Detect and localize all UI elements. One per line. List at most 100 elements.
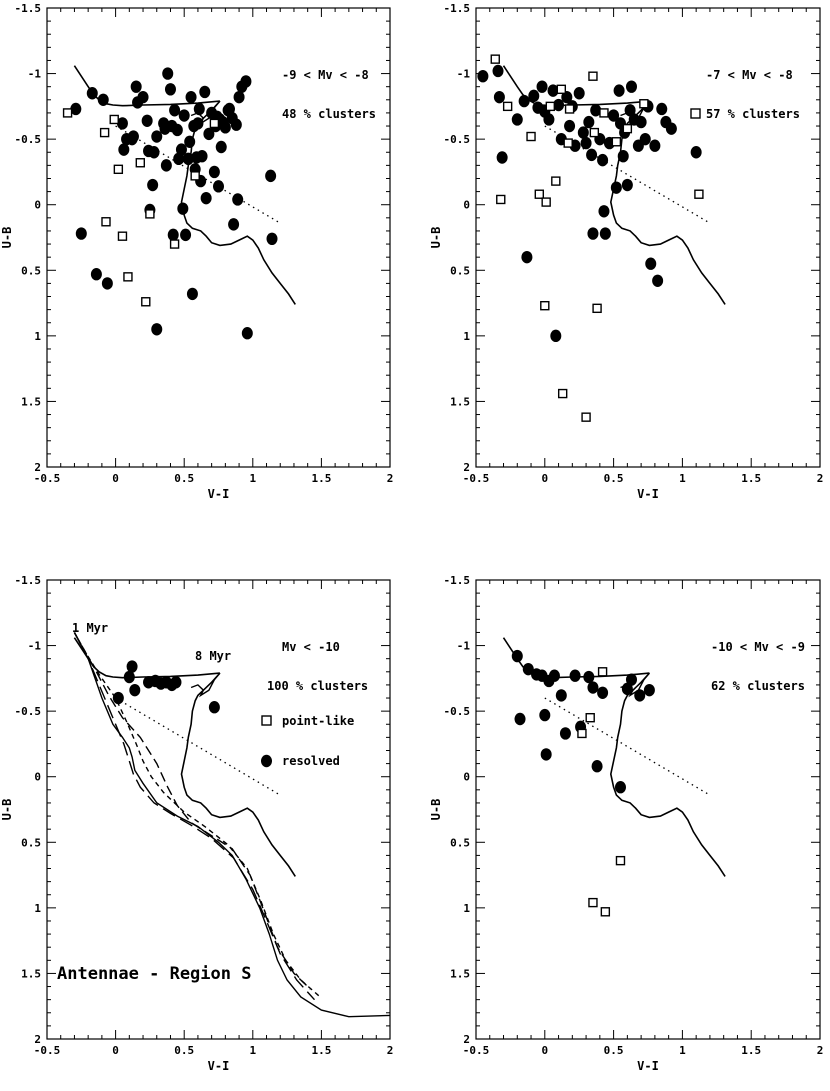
point-like-point	[545, 101, 556, 112]
resolved-point	[90, 268, 102, 281]
resolved-point	[547, 84, 559, 97]
point-like-point	[534, 189, 544, 199]
point-like-point	[141, 297, 151, 307]
resolved-point	[112, 691, 124, 705]
resolved-point	[536, 80, 548, 93]
resolved-point	[70, 102, 82, 116]
y-tick-label: -1.5	[444, 574, 471, 587]
resolved-point	[539, 708, 551, 722]
y-tick-label: 0	[463, 199, 470, 212]
resolved-point	[162, 67, 174, 80]
point-like-point	[496, 194, 506, 205]
resolved-point	[175, 143, 187, 156]
point-like-point	[592, 303, 602, 314]
resolved-point	[123, 670, 135, 684]
resolved-point	[116, 117, 128, 130]
resolved-point	[624, 104, 636, 117]
resolved-point	[635, 115, 647, 129]
y-axis-label: U-B	[429, 227, 443, 249]
point-like-point	[541, 197, 551, 207]
resolved-point	[496, 151, 508, 164]
resolved-point	[141, 114, 153, 127]
point-like-point	[556, 84, 567, 95]
resolved-point	[634, 689, 646, 702]
resolved-point	[621, 178, 633, 192]
resolved-point	[587, 227, 599, 240]
y-tick-label: 0.5	[450, 836, 470, 849]
y-tick-label: -1.5	[15, 2, 42, 15]
point-like-point	[526, 131, 536, 142]
resolved-point	[514, 712, 526, 726]
region-label: Antennae - Region S	[57, 964, 251, 984]
point-like-point	[123, 272, 133, 282]
resolved-point	[511, 113, 523, 126]
point-like-point	[577, 728, 587, 739]
resolved-point	[160, 159, 172, 172]
resolved-point	[625, 80, 637, 93]
resolved-point	[656, 102, 668, 116]
resolved-point	[196, 149, 208, 163]
x-tick-label: 0.5	[174, 1044, 194, 1057]
y-axis-label: U-B	[0, 227, 14, 249]
point-like-point	[694, 189, 704, 199]
y-tick-label: 0	[463, 771, 470, 784]
resolved-point	[580, 136, 592, 150]
cluster-fraction-label: 48 % clusters	[282, 107, 376, 121]
resolved-point	[193, 102, 205, 116]
magnitude-range-label: -10 < Mv < -9	[711, 640, 805, 654]
resolved-point	[129, 683, 141, 697]
resolved-point	[625, 673, 637, 686]
point-like-point	[209, 118, 220, 129]
point-like-point	[109, 114, 119, 125]
resolved-point	[493, 90, 505, 104]
x-tick-label: 0	[541, 472, 548, 485]
x-tick-label: 1	[679, 1044, 686, 1057]
resolved-point	[228, 218, 240, 231]
point-like-point	[588, 71, 598, 81]
y-tick-label: 2	[34, 1033, 41, 1046]
point-like-point	[589, 127, 600, 138]
x-tick-label: 1.5	[741, 472, 761, 485]
point-like-point	[564, 104, 575, 114]
x-tick-label: 0.5	[604, 472, 624, 485]
resolved-point	[610, 181, 622, 194]
y-tick-label: 0.5	[21, 264, 41, 277]
model-track	[190, 672, 221, 698]
point-like-point	[563, 138, 573, 148]
resolved-point	[613, 84, 625, 97]
x-tick-label: 0	[112, 1044, 119, 1057]
point-like-point	[588, 897, 598, 908]
point-like-point	[599, 108, 609, 118]
resolved-point	[182, 152, 194, 166]
x-tick-label: -0.5	[34, 1044, 61, 1057]
x-tick-label: 1	[249, 472, 256, 485]
plot-area	[62, 65, 296, 340]
resolved-point	[148, 146, 160, 159]
y-tick-label: 2	[34, 461, 41, 474]
panel-4: -0.5 0 0.5 1 1.5 2 -1.5 -1 -0.5 0 0.5 1 1.5 2 V-I U-B -1…	[429, 574, 823, 1073]
resolved-point	[186, 287, 198, 301]
x-tick-label: 1.5	[741, 1044, 761, 1057]
resolved-point	[219, 121, 231, 134]
x-axis-label: V-I	[637, 487, 659, 501]
resolved-point	[151, 130, 163, 143]
model-track-dashed	[73, 632, 316, 1001]
legend-label: resolved	[282, 754, 340, 768]
legend-square	[690, 108, 701, 119]
y-tick-label: 0	[34, 199, 41, 212]
magnitude-range-label: Mv < -10	[282, 640, 340, 654]
resolved-point	[192, 117, 204, 130]
y-tick-label: 1.5	[21, 395, 41, 408]
resolved-point	[137, 90, 149, 104]
resolved-point	[643, 683, 655, 697]
resolved-point	[265, 169, 277, 183]
magnitude-range-label: -9 < Mv < -8	[282, 68, 369, 82]
y-tick-label: 0	[34, 771, 41, 784]
resolved-point	[521, 250, 533, 264]
resolved-point	[614, 781, 626, 794]
point-like-point	[62, 108, 73, 118]
resolved-point	[208, 701, 220, 714]
y-tick-label: -0.5	[15, 133, 42, 146]
